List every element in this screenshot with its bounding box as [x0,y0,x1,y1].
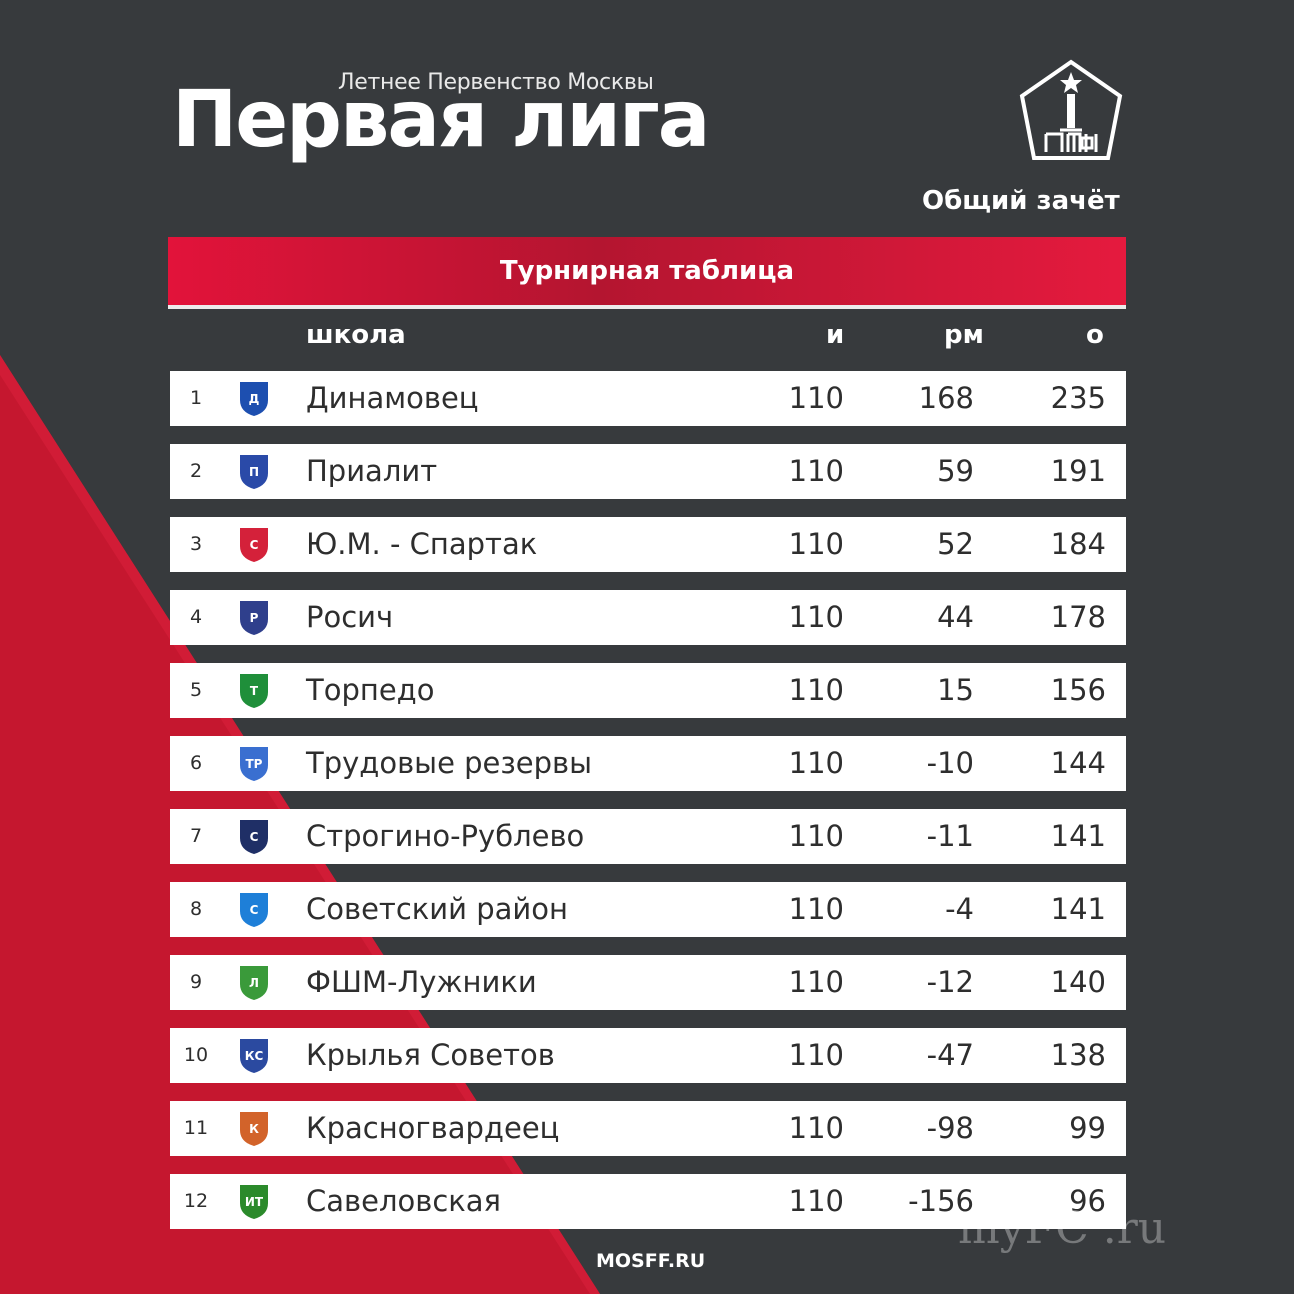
team-name: Крылья Советов [306,1038,555,1072]
club-crest-icon: ИТ [236,1183,272,1221]
games-played: 110 [788,527,844,561]
mff-logo-icon [1019,59,1123,160]
team-name: Росич [306,600,394,634]
goal-difference: -47 [926,1038,974,1072]
club-crest-icon: К [236,1110,272,1148]
table-banner: Турнирная таблица [168,237,1126,309]
goal-difference: -12 [926,965,974,999]
goal-difference: 59 [937,454,974,488]
team-name: Ю.М. - Спартак [306,527,538,561]
points: 235 [1050,381,1106,415]
club-crest-icon: Т [236,672,272,710]
table-banner-title: Турнирная таблица [499,256,795,286]
games-played: 110 [788,1184,844,1218]
points: 178 [1050,600,1106,634]
team-name: Приалит [306,454,438,488]
column-header-school: школа [306,320,406,350]
goal-difference: -11 [926,819,974,853]
league-subtitle: Летнее Первенство Москвы [338,70,654,95]
column-header-goal-difference: рм [944,320,984,350]
team-name: Савеловская [306,1184,501,1218]
games-played: 110 [788,892,844,926]
row-position: 4 [189,606,203,628]
table-row: 5 Т Торпедо 110 15 156 [170,663,1126,718]
club-crest-icon: Л [236,964,272,1002]
standings-table: 1 Д Динамовец 110 168 235 2 П Приалит 11… [170,371,1126,1247]
row-position: 3 [189,533,203,555]
goal-difference: 44 [937,600,974,634]
table-row: 6 ТР Трудовые резервы 110 -10 144 [170,736,1126,791]
club-crest-icon: С [236,526,272,564]
points: 141 [1050,892,1106,926]
table-row: 3 С Ю.М. - Спартак 110 52 184 [170,517,1126,572]
table-row: 12 ИТ Савеловская 110 -156 96 [170,1174,1126,1229]
games-played: 110 [788,1038,844,1072]
club-crest-icon: С [236,891,272,929]
points: 184 [1050,527,1106,561]
column-header-points: о [1086,320,1104,350]
games-played: 110 [788,673,844,707]
points: 140 [1050,965,1106,999]
watermark: myFC .ru [958,1203,1167,1254]
club-crest-icon: Д [236,380,272,418]
column-header-games: и [826,320,845,350]
team-name: Советский район [306,892,568,926]
team-name: Трудовые резервы [306,746,593,780]
games-played: 110 [788,965,844,999]
points: 144 [1050,746,1106,780]
row-position: 12 [183,1190,209,1212]
footer-site-link[interactable]: MOSFF.RU [596,1250,706,1272]
goal-difference: 52 [937,527,974,561]
row-position: 11 [183,1117,209,1139]
goal-difference: -10 [926,746,974,780]
points: 138 [1050,1038,1106,1072]
points: 141 [1050,819,1106,853]
games-played: 110 [788,454,844,488]
points: 191 [1050,454,1106,488]
team-name: Строгино-Рублево [306,819,585,853]
table-row: 8 С Советский район 110 -4 141 [170,882,1126,937]
table-row: 7 С Строгино-Рублево 110 -11 141 [170,809,1126,864]
table-row: 11 К Красногвардеец 110 -98 99 [170,1101,1126,1156]
club-crest-icon: П [236,453,272,491]
team-name: Красногвардеец [306,1111,560,1145]
row-position: 10 [183,1044,209,1066]
goal-difference: -98 [926,1111,974,1145]
club-crest-icon: КС [236,1037,272,1075]
goal-difference: -4 [945,892,974,926]
games-played: 110 [788,600,844,634]
points: 96 [1069,1184,1106,1218]
table-row: 4 Р Росич 110 44 178 [170,590,1126,645]
club-crest-icon: Р [236,599,272,637]
club-crest-icon: ТР [236,745,272,783]
row-position: 8 [189,898,203,920]
team-name: Торпедо [306,673,435,707]
row-position: 5 [189,679,203,701]
games-played: 110 [788,381,844,415]
club-crest-icon: С [236,818,272,856]
standings-type-label: Общий зачёт [922,186,1120,216]
games-played: 110 [788,819,844,853]
row-position: 7 [189,825,203,847]
row-position: 1 [189,387,203,409]
table-row: 2 П Приалит 110 59 191 [170,444,1126,499]
goal-difference: -156 [908,1184,974,1218]
league-title: Первая лига [172,75,710,165]
team-name: Динамовец [306,381,479,415]
goal-difference: 168 [918,381,974,415]
goal-difference: 15 [937,673,974,707]
team-name: ФШМ-Лужники [306,965,537,999]
row-position: 6 [189,752,203,774]
games-played: 110 [788,1111,844,1145]
row-position: 2 [189,460,203,482]
table-row: 9 Л ФШМ-Лужники 110 -12 140 [170,955,1126,1010]
games-played: 110 [788,746,844,780]
table-row: 1 Д Динамовец 110 168 235 [170,371,1126,426]
row-position: 9 [189,971,203,993]
table-row: 10 КС Крылья Советов 110 -47 138 [170,1028,1126,1083]
points: 156 [1050,673,1106,707]
points: 99 [1069,1111,1106,1145]
